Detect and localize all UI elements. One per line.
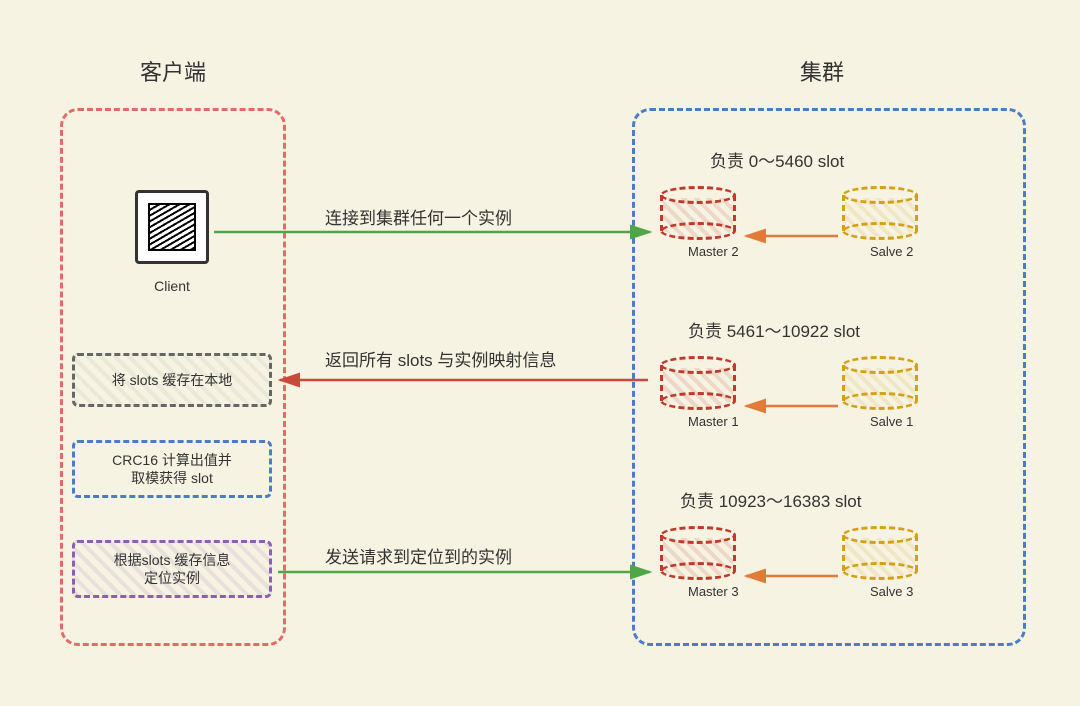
step-cache-slots: 将 slots 缓存在本地: [72, 353, 272, 407]
master-cyl-2: [660, 526, 736, 580]
slave-label-0: Salve 2: [870, 244, 913, 259]
step2-text-2: 取模获得 slot: [131, 469, 213, 487]
master-label-0: Master 2: [688, 244, 739, 259]
step1-text: 将 slots 缓存在本地: [112, 370, 233, 390]
arrow-label-connect: 连接到集群任何一个实例: [325, 204, 512, 229]
slave-cyl-1: [842, 356, 918, 410]
client-icon: [135, 190, 209, 264]
client-title: 客户端: [140, 55, 206, 87]
arrow-label-return: 返回所有 slots 与实例映射信息: [325, 346, 556, 371]
master-cyl-1: [660, 356, 736, 410]
step-crc16: CRC16 计算出值并 取模获得 slot: [72, 440, 272, 498]
slave-cyl-2: [842, 526, 918, 580]
group-label-0: 负责 0～5460 slot: [710, 147, 844, 172]
slave-label-2: Salve 3: [870, 584, 913, 599]
master-cyl-0: [660, 186, 736, 240]
slave-cyl-0: [842, 186, 918, 240]
slave-label-1: Salve 1: [870, 414, 913, 429]
step2-text-1: CRC16 计算出值并: [112, 451, 232, 469]
master-label-1: Master 1: [688, 414, 739, 429]
cluster-title: 集群: [800, 55, 844, 87]
step3-text-1: 根据slots 缓存信息: [114, 551, 231, 569]
step-locate: 根据slots 缓存信息 定位实例: [72, 540, 272, 598]
group-label-1: 负责 5461～10922 slot: [688, 317, 860, 342]
group-label-2: 负责 10923～16383 slot: [680, 487, 861, 512]
step3-text-2: 定位实例: [144, 569, 200, 587]
client-icon-label: Client: [132, 278, 212, 294]
arrow-label-send: 发送请求到定位到的实例: [325, 543, 512, 568]
master-label-2: Master 3: [688, 584, 739, 599]
